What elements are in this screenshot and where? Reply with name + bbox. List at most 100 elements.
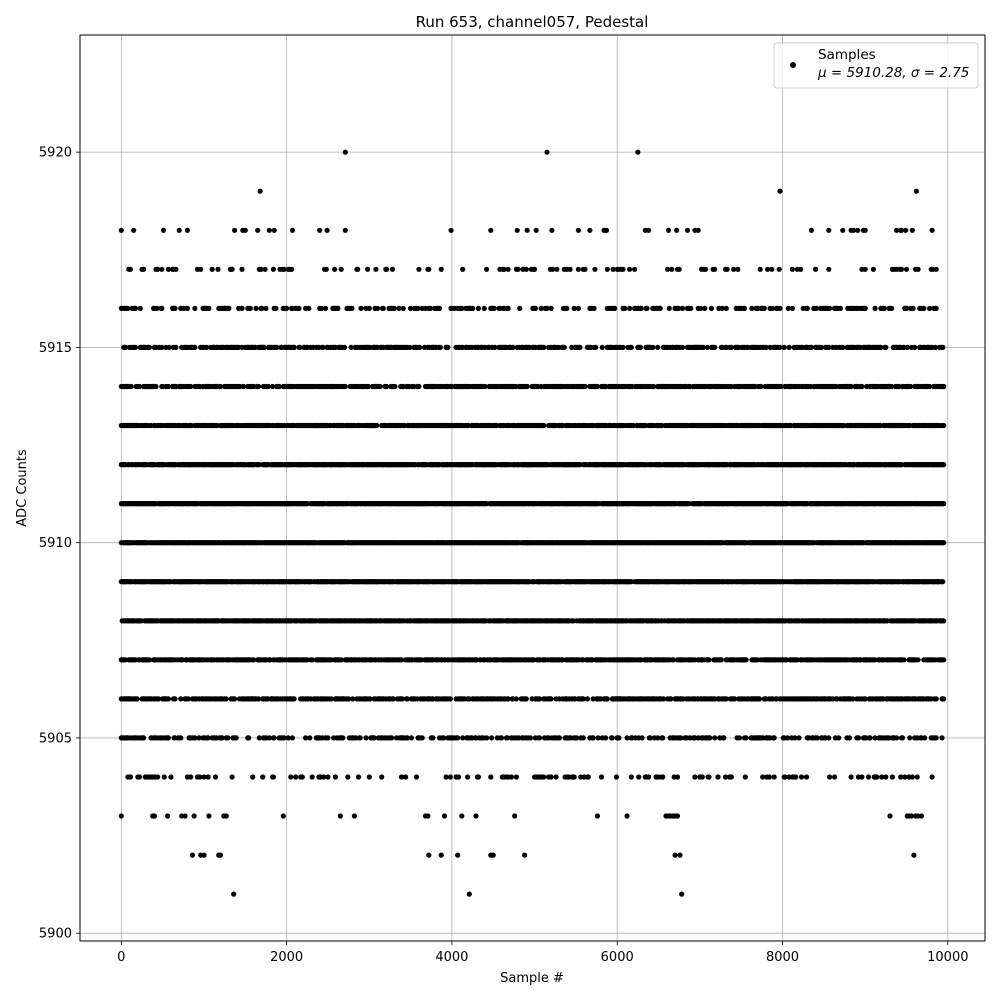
data-point: [595, 735, 601, 741]
data-point: [321, 774, 327, 780]
data-point: [914, 774, 920, 780]
data-point: [707, 735, 713, 741]
data-point: [419, 735, 425, 741]
data-point: [743, 657, 749, 663]
data-point: [836, 735, 842, 741]
data-point: [484, 735, 490, 741]
data-point: [371, 735, 377, 741]
data-point: [408, 735, 414, 741]
data-point: [760, 774, 766, 780]
data-point: [879, 774, 885, 780]
data-point: [447, 774, 453, 780]
data-point: [908, 813, 915, 819]
data-point: [473, 813, 479, 819]
data-point: [355, 774, 362, 780]
data-point: [548, 774, 554, 780]
data-point: [736, 735, 743, 741]
data-point: [859, 774, 865, 780]
data-point: [508, 774, 514, 780]
data-point: [498, 735, 505, 741]
data-point: [867, 735, 873, 741]
data-point: [590, 735, 596, 741]
data-point: [398, 657, 405, 663]
data-point: [616, 735, 622, 741]
data-point: [309, 657, 315, 663]
data-point: [189, 852, 195, 858]
data-point: [426, 852, 432, 858]
data-point: [118, 813, 124, 819]
data-point: [523, 696, 529, 702]
data-point: [299, 774, 305, 780]
data-point: [941, 696, 947, 702]
data-point: [674, 774, 681, 780]
data-point: [165, 735, 171, 741]
data-point: [178, 735, 184, 741]
data-point: [883, 774, 889, 780]
data-point: [594, 813, 601, 819]
data-point: [266, 735, 272, 741]
data-point: [155, 774, 161, 780]
data-point: [889, 774, 896, 780]
data-point: [513, 696, 520, 702]
data-point: [270, 774, 276, 780]
data-point: [404, 735, 410, 741]
data-point: [201, 852, 207, 858]
data-point: [165, 696, 171, 702]
data-point: [674, 813, 681, 819]
data-point: [250, 774, 256, 780]
data-point: [229, 774, 235, 780]
data-point: [827, 774, 833, 780]
data-point: [832, 774, 838, 780]
data-point: [438, 852, 444, 858]
data-point: [556, 735, 563, 741]
data-point: [722, 774, 729, 780]
data-point: [639, 735, 645, 741]
data-point: [585, 774, 591, 780]
data-point: [732, 696, 738, 702]
data-point: [624, 735, 630, 741]
data-point: [940, 579, 946, 585]
data-point: [260, 774, 266, 780]
data-point: [271, 735, 277, 741]
data-point: [792, 735, 798, 741]
data-point: [907, 735, 913, 741]
data-point: [899, 735, 906, 741]
data-point: [604, 696, 610, 702]
data-point: [447, 696, 453, 702]
data-point: [941, 657, 947, 663]
data-point: [672, 852, 678, 858]
data-point: [217, 852, 224, 858]
data-point: [548, 696, 554, 702]
data-point: [141, 735, 147, 741]
data-point: [291, 696, 297, 702]
data-point: [191, 813, 197, 819]
data-point: [255, 696, 262, 702]
data-point: [628, 774, 634, 780]
data-point: [399, 696, 405, 702]
data-point: [155, 696, 162, 702]
data-point: [766, 774, 772, 780]
data-point: [915, 657, 921, 663]
data-point: [598, 774, 605, 780]
data-point: [281, 735, 287, 741]
data-point: [668, 696, 674, 702]
data-point: [490, 852, 496, 858]
chart-title: Run 653, channel057, Pedestal: [416, 13, 649, 31]
data-point: [939, 735, 945, 741]
data-point: [706, 774, 712, 780]
data-point: [571, 774, 577, 780]
data-point: [913, 188, 920, 194]
data-point: [850, 696, 856, 702]
data-point: [351, 813, 357, 819]
data-point: [172, 696, 178, 702]
data-point: [544, 149, 550, 155]
data-point: [798, 774, 805, 780]
data-point: [655, 735, 661, 741]
data-point: [803, 774, 810, 780]
data-point: [489, 735, 495, 741]
data-point: [219, 735, 225, 741]
data-point: [379, 774, 385, 780]
data-point: [574, 735, 580, 741]
data-point: [584, 696, 591, 702]
